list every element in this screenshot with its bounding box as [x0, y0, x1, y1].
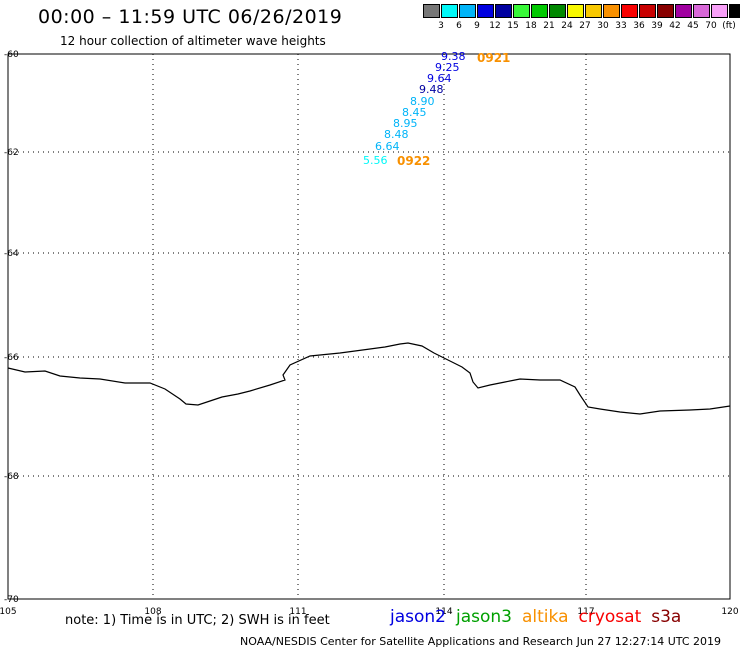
longitude-label: 114 [435, 607, 452, 617]
legend-swatch [513, 4, 530, 18]
map-title: 00:00 – 11:59 UTC 06/26/2019 [38, 6, 343, 28]
latitude-label: -62 [4, 148, 19, 158]
legend-label: 3 [438, 21, 444, 31]
latitude-label: -60 [4, 50, 19, 60]
longitude-label: 105 [0, 607, 17, 617]
map-frame [7, 53, 731, 600]
legend-label: 45 [687, 21, 699, 31]
legend-swatch [531, 4, 548, 18]
map-subtitle: 12 hour collection of altimeter wave hei… [60, 34, 326, 48]
legend-label: 39 [651, 21, 663, 31]
legend-swatch [477, 4, 494, 18]
legend-labels: 3 6 9 12 15 18 21 24 27 30 33 36 39 42 45 70 (ft) [423, 21, 740, 31]
legend-swatch [585, 4, 602, 18]
legend-label: 33 [615, 21, 627, 31]
wave-height-value: 8.48 [384, 128, 409, 141]
antarctic-coastline [7, 342, 731, 415]
latitude-label: -70 [4, 595, 19, 605]
legend-label: 42 [669, 21, 681, 31]
latitude-label: -68 [4, 472, 19, 482]
legend-label: 15 [507, 21, 519, 31]
footer-note: note: 1) Time is in UTC; 2) SWH is in fe… [65, 613, 330, 628]
legend-label: 12 [489, 21, 501, 31]
longitude-label: 111 [289, 607, 306, 617]
satellite-label-altika: altika [522, 607, 569, 627]
legend-label: 24 [561, 21, 573, 31]
legend-swatch [549, 4, 566, 18]
longitude-label: 120 [721, 607, 738, 617]
latitude-labels: -60 -62 -64 -66 -68 -70 [4, 50, 19, 605]
legend-label: (ft) [722, 21, 736, 31]
satellite-label-s3a: s3a [651, 607, 682, 627]
legend-swatch [711, 4, 728, 18]
legend-swatch [441, 4, 458, 18]
pass-time-label: 0921 [477, 51, 510, 65]
legend-swatch [603, 4, 620, 18]
wave-height-value: 8.95 [393, 117, 418, 130]
legend-swatch [657, 4, 674, 18]
satellite-legend: jason2 jason3 altika cryosat s3a [390, 607, 691, 627]
satellite-label-jason3: jason3 [456, 607, 512, 627]
pass-time-label: 0922 [397, 154, 430, 168]
legend-label: 70 [705, 21, 717, 31]
footer-credit: NOAA/NESDIS Center for Satellite Applica… [240, 635, 722, 648]
longitude-label: 108 [144, 607, 161, 617]
wave-height-value: 9.48 [419, 83, 444, 96]
satellite-label-cryosat: cryosat [578, 607, 642, 627]
satellite-label-jason2: jason2 [390, 607, 446, 627]
pass-time-labels: 0921 0922 [397, 51, 510, 168]
wave-height-value: 9.64 [427, 72, 452, 85]
wave-height-value: 9.38 [441, 50, 466, 63]
legend-swatches [423, 4, 740, 18]
legend-label: 30 [597, 21, 609, 31]
legend-swatch [459, 4, 476, 18]
legend-swatch [639, 4, 656, 18]
legend-swatch [423, 4, 440, 18]
latitude-label: -66 [4, 353, 19, 363]
wave-height-value: 9.25 [435, 61, 460, 74]
legend-swatch [675, 4, 692, 18]
longitude-label: 117 [577, 607, 594, 617]
wave-height-points: 9.389.259.649.488.908.458.958.486.645.56 [363, 50, 466, 167]
legend-swatch [495, 4, 512, 18]
longitude-labels: 105 108 111 114 117 120 [0, 607, 739, 617]
legend-label: 18 [525, 21, 537, 31]
legend-swatch [621, 4, 638, 18]
legend-label: 6 [456, 21, 462, 31]
latitude-label: -64 [4, 249, 19, 259]
graticule-grid [8, 54, 730, 599]
legend-label: 21 [543, 21, 555, 31]
legend-swatch [693, 4, 710, 18]
legend-swatch [729, 4, 740, 18]
legend-label: 27 [579, 21, 591, 31]
wave-height-value: 8.45 [402, 106, 427, 119]
legend-swatch [567, 4, 584, 18]
wave-height-value: 5.56 [363, 154, 388, 167]
color-scale-legend: 3 6 9 12 15 18 21 24 27 30 33 36 39 42 45 70 (ft) [423, 4, 740, 31]
legend-label: 36 [633, 21, 645, 31]
wave-height-value: 6.64 [375, 140, 400, 153]
legend-label: 9 [474, 21, 480, 31]
wave-height-value: 8.90 [410, 95, 435, 108]
